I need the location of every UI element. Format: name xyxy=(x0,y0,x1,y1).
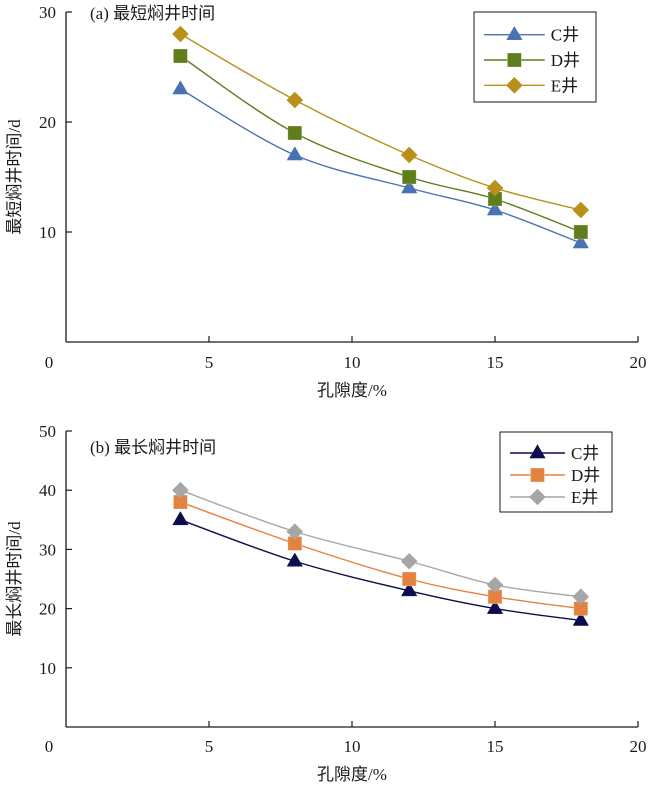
x-tick-label: 15 xyxy=(487,353,504,372)
y-tick-label: 30 xyxy=(39,3,56,22)
x-tick-label: 10 xyxy=(344,353,361,372)
data-point-marker xyxy=(486,179,504,197)
x-tick-label: 5 xyxy=(205,737,214,756)
data-point-marker xyxy=(401,571,417,587)
panel-title: (b) 最长焖井时间 xyxy=(90,438,216,457)
y-axis-title: 最短焖井时间/d xyxy=(5,119,24,235)
y-tick-label: 20 xyxy=(39,600,56,619)
data-point-marker xyxy=(486,576,504,594)
series-line xyxy=(180,33,581,211)
series-2 xyxy=(171,25,590,219)
series-line xyxy=(180,88,582,244)
legend-label: C井 xyxy=(571,444,599,463)
data-point-marker xyxy=(400,552,418,570)
y-tick-label: 40 xyxy=(39,481,56,500)
series-line xyxy=(180,55,582,233)
data-point-marker xyxy=(286,91,304,109)
legend-marker xyxy=(529,444,546,459)
data-point-marker xyxy=(172,80,189,95)
data-point-marker xyxy=(171,481,189,499)
data-point-marker xyxy=(401,169,417,185)
x-tick-label: 10 xyxy=(344,737,361,756)
data-point-marker xyxy=(286,552,303,567)
y-tick-label: 10 xyxy=(39,659,56,678)
series-2 xyxy=(171,481,590,606)
legend-marker xyxy=(505,76,523,94)
series-0 xyxy=(172,80,589,249)
y-tick-label: 20 xyxy=(39,113,56,132)
x-axis-title: 孔隙度/% xyxy=(317,765,387,784)
legend-marker xyxy=(529,488,546,506)
data-point-marker xyxy=(573,224,589,240)
legend-marker xyxy=(530,467,545,483)
data-point-marker xyxy=(486,599,504,614)
x-tick-label: 5 xyxy=(205,353,214,372)
panel-a-shortest-soak-time: 10 20 30 0 5 10 15 20 孔隙度/% 最短焖井时间/d (a) 最短焖井时间 C井 D… xyxy=(5,3,647,400)
data-point-marker xyxy=(400,146,418,164)
y-axis-title: 最长焖井时间/d xyxy=(5,521,24,637)
x-tick-label: 0 xyxy=(45,737,54,756)
legend-label: D井 xyxy=(571,466,600,485)
data-point-marker xyxy=(287,125,303,141)
legend: C井 D井 E井 xyxy=(473,11,597,103)
x-axis-title: 孔隙度/% xyxy=(317,381,387,400)
legend: C井 D井 E井 xyxy=(499,431,613,513)
data-point-marker xyxy=(486,201,504,216)
series-line xyxy=(180,519,581,622)
series-1 xyxy=(172,494,589,616)
legend-label: C井 xyxy=(551,26,579,45)
legend-label: E井 xyxy=(571,488,598,507)
x-tick-label: 15 xyxy=(487,737,504,756)
data-point-marker xyxy=(401,179,418,194)
data-point-marker xyxy=(572,611,589,626)
data-point-marker xyxy=(172,511,189,526)
legend-label: E井 xyxy=(551,76,578,95)
series-line xyxy=(180,501,581,610)
data-point-marker xyxy=(572,234,589,249)
panel-b-longest-soak-time: 10 20 30 40 50 0 5 10 15 20 孔隙度/% 最长焖井时间/d (b) 最长焖井时… xyxy=(5,422,647,784)
legend-box xyxy=(473,11,597,103)
data-point-marker xyxy=(286,146,303,161)
panel-title: (a) 最短焖井时间 xyxy=(90,4,215,23)
series-1 xyxy=(172,48,589,240)
y-tick-label: 30 xyxy=(39,540,56,559)
legend-label: D井 xyxy=(551,51,580,70)
data-point-marker xyxy=(401,582,418,597)
y-tick-label: 50 xyxy=(39,422,56,441)
x-tick-label: 20 xyxy=(630,353,647,372)
x-tick-label: 0 xyxy=(45,353,54,372)
data-point-marker xyxy=(171,25,189,43)
x-tick-label: 20 xyxy=(630,737,647,756)
data-point-marker xyxy=(172,48,188,64)
legend-marker xyxy=(506,52,522,68)
data-point-marker xyxy=(286,523,304,541)
legend-marker xyxy=(506,25,523,40)
data-point-marker xyxy=(572,201,590,219)
legend-box xyxy=(499,431,613,513)
y-tick-label: 10 xyxy=(39,223,56,242)
series-0 xyxy=(172,511,589,626)
data-point-marker xyxy=(572,588,590,606)
